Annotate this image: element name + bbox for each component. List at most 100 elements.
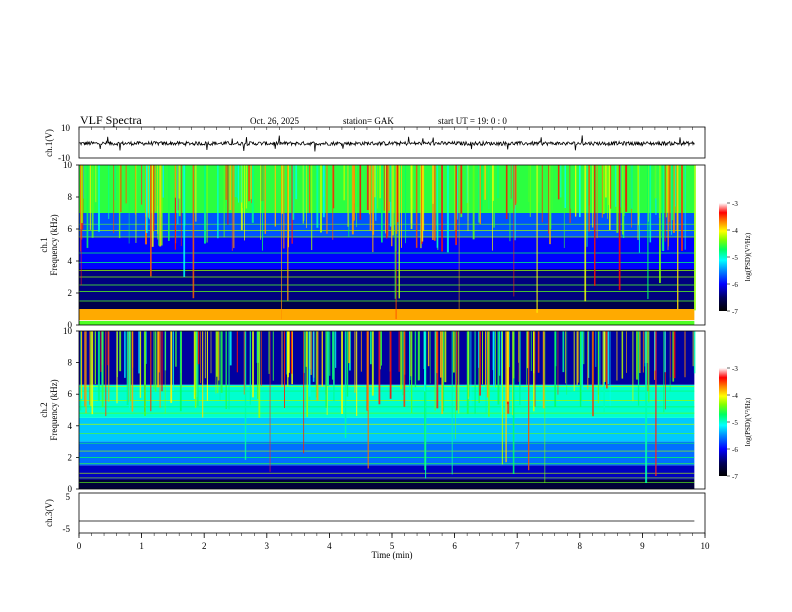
sferic-burst xyxy=(636,331,638,380)
sferic-burst xyxy=(385,165,386,234)
sferic-burst xyxy=(223,165,225,238)
sferic-burst xyxy=(663,331,665,413)
sferic-burst xyxy=(529,165,531,217)
sferic-burst xyxy=(257,331,259,399)
sferic-burst xyxy=(348,331,351,364)
sferic-burst xyxy=(228,331,230,410)
sferic-burst xyxy=(557,331,559,395)
sferic-burst xyxy=(80,331,82,411)
sferic-burst xyxy=(81,165,83,224)
sferic-burst xyxy=(398,331,400,372)
sferic-burst xyxy=(162,165,164,198)
sferic-burst xyxy=(655,331,657,477)
sferic-burst xyxy=(89,165,91,230)
sferic-burst xyxy=(290,331,293,374)
sferic-burst xyxy=(654,165,657,199)
sferic-burst xyxy=(241,165,243,203)
sferic-burst xyxy=(129,331,131,402)
sferic-burst xyxy=(512,331,514,416)
sferic-burst xyxy=(179,331,182,412)
sferic-burst xyxy=(401,165,402,248)
sferic-burst xyxy=(197,331,200,365)
colorbar-tick-label: -6 xyxy=(732,446,738,454)
sferic-burst xyxy=(227,165,229,225)
sferic-burst xyxy=(607,331,610,385)
ch2-ylabel: Frequency (kHz) xyxy=(49,379,59,440)
sferic-burst xyxy=(429,331,431,384)
sferic-burst xyxy=(577,331,579,383)
sferic-burst xyxy=(648,331,650,403)
ch1-ytick-bottom: -10 xyxy=(58,153,70,163)
ytick-label: 4 xyxy=(68,256,73,266)
sferic-burst xyxy=(225,331,227,410)
sferic-burst xyxy=(379,331,381,370)
sferic-burst xyxy=(249,331,251,405)
sferic-burst xyxy=(177,165,179,224)
sferic-burst xyxy=(108,165,110,219)
sferic-burst xyxy=(303,331,305,373)
sferic-burst xyxy=(244,331,247,460)
sferic-burst xyxy=(322,165,325,218)
sferic-burst xyxy=(151,165,154,247)
sferic-burst xyxy=(621,331,624,379)
ch2-spectrogram-frame xyxy=(78,330,706,490)
sferic-burst xyxy=(244,165,245,241)
sferic-burst xyxy=(647,331,649,392)
sferic-burst xyxy=(594,165,596,286)
sferic-burst xyxy=(427,331,430,367)
sferic-burst xyxy=(432,165,434,204)
sferic-burst xyxy=(677,165,679,310)
sferic-burst xyxy=(302,165,304,224)
sferic-burst xyxy=(415,165,418,248)
spectrogram-band xyxy=(79,309,695,321)
sferic-burst xyxy=(347,165,349,227)
xtick-label: 10 xyxy=(701,541,711,551)
sferic-burst xyxy=(286,331,288,375)
sferic-burst xyxy=(346,331,349,397)
sferic-burst xyxy=(164,331,166,414)
sferic-burst xyxy=(332,331,334,380)
sferic-burst xyxy=(306,165,307,229)
sferic-burst xyxy=(458,165,460,318)
sferic-burst xyxy=(234,165,237,198)
sferic-burst xyxy=(332,165,334,240)
sferic-burst xyxy=(91,165,94,238)
sferic-burst xyxy=(616,165,619,233)
sferic-burst xyxy=(488,165,490,210)
sferic-burst xyxy=(639,331,641,374)
sferic-burst xyxy=(329,331,331,376)
sferic-burst xyxy=(526,331,529,369)
sferic-burst xyxy=(681,165,683,251)
sferic-burst xyxy=(671,165,674,221)
sferic-burst xyxy=(269,331,271,472)
spectrogram-band xyxy=(79,441,695,466)
sferic-burst xyxy=(316,165,319,228)
sferic-burst xyxy=(150,165,152,277)
sferic-burst xyxy=(236,331,238,373)
sferic-burst xyxy=(505,165,508,219)
sferic-burst xyxy=(353,165,355,221)
sferic-burst xyxy=(501,331,503,465)
sferic-burst xyxy=(638,165,640,253)
sferic-burst xyxy=(108,331,110,402)
sferic-burst xyxy=(605,165,607,198)
sferic-burst xyxy=(684,165,686,250)
ytick-label: 10 xyxy=(63,160,73,170)
sferic-burst xyxy=(174,165,176,198)
sferic-burst xyxy=(287,165,289,301)
sferic-burst xyxy=(400,331,403,390)
sferic-burst xyxy=(197,331,199,406)
ch2-colorbar-label: log(PSD)(V²/Hz) xyxy=(744,397,752,446)
sferic-burst xyxy=(478,165,481,223)
sferic-burst xyxy=(148,165,151,220)
sferic-burst xyxy=(368,165,370,215)
colorbar-tick-label: -4 xyxy=(732,392,738,400)
sferic-burst xyxy=(178,165,181,199)
sferic-burst xyxy=(436,165,439,248)
sferic-burst xyxy=(210,331,212,374)
sferic-burst xyxy=(274,165,276,227)
sferic-burst xyxy=(284,331,285,409)
ch3-waveform-frame xyxy=(78,492,706,534)
sferic-burst xyxy=(579,331,582,402)
spectrogram-band xyxy=(79,301,695,309)
